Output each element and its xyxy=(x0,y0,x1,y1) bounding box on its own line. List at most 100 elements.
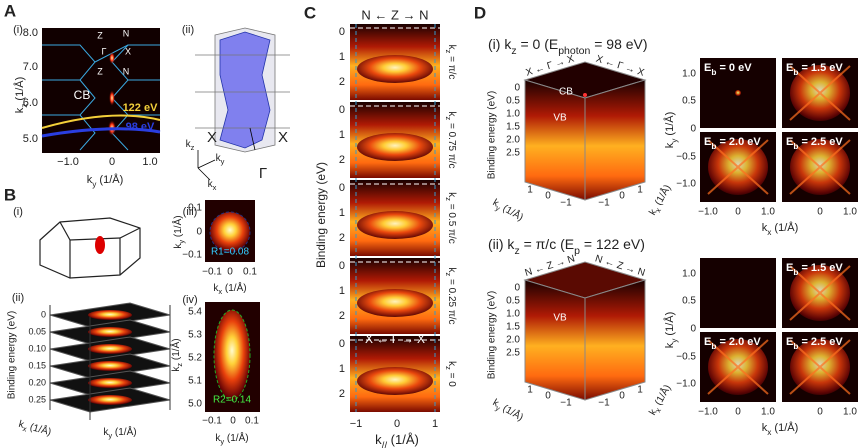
tick-label: 2.0 xyxy=(506,135,520,146)
map-label: Eb = 2.5 eV xyxy=(786,336,843,351)
subscript: z xyxy=(444,116,453,120)
axis-label: kx xyxy=(208,179,217,193)
subscript: y xyxy=(494,204,502,214)
tick-label: 7.0 xyxy=(23,61,38,73)
bz-point: N xyxy=(123,66,130,76)
tick-label: 1.0 xyxy=(506,309,520,320)
text-part: k xyxy=(446,111,457,117)
tick-label: 0 xyxy=(41,309,46,319)
tick-label: −1.0 xyxy=(57,156,79,168)
subscript: b xyxy=(711,342,716,351)
tick-label: 0 xyxy=(545,391,551,402)
section-title: (i) kz = 0 (Ephoton = 98 eV) xyxy=(488,36,648,57)
tick-label: 1.0 xyxy=(506,109,520,120)
tick-label: −0.5 xyxy=(676,152,696,163)
axis-label: Binding energy (eV) xyxy=(487,91,498,179)
tick-label: 2 xyxy=(339,232,345,244)
text-part: k xyxy=(186,139,192,150)
subscript: y xyxy=(220,437,224,446)
band-feature xyxy=(357,211,433,239)
text-part: (1/Å) xyxy=(26,419,53,438)
subscript: x xyxy=(654,406,664,414)
text-part: k xyxy=(375,432,382,447)
text-part: = 0 (E xyxy=(517,36,559,52)
tick-label: 1 xyxy=(637,185,643,196)
text-part: (1/Å) xyxy=(663,112,676,139)
text-part: = 2.5 eV xyxy=(798,336,843,348)
cube-right xyxy=(584,79,646,201)
tick-label: 1.0 xyxy=(761,207,775,218)
subscript: y xyxy=(494,404,502,414)
kz-label: kz = 0 xyxy=(444,361,458,387)
map-lines xyxy=(789,265,851,321)
axis-label: kx (1/Å) xyxy=(645,382,675,419)
tick-label: 1 xyxy=(527,385,533,396)
text-part: (1/Å) xyxy=(663,312,676,339)
panel-a-art xyxy=(41,28,161,153)
bz-point: Γ xyxy=(259,165,267,182)
tick-label: 1 xyxy=(637,385,643,396)
tick-label: −0.1 xyxy=(202,416,222,427)
map-label: Eb = 1.5 eV xyxy=(786,262,843,277)
tick-label: 1 xyxy=(339,363,345,375)
panel-letter: C xyxy=(304,3,316,22)
kz-label: kz = 0.75 π/c xyxy=(444,111,458,168)
slice-spot xyxy=(88,327,132,337)
tick-label: −1 xyxy=(350,418,363,430)
energy-label: 122 eV xyxy=(123,102,159,114)
slice-spot xyxy=(88,378,132,388)
tick-label: 2 xyxy=(339,310,345,322)
tick-label: 1.0 xyxy=(142,156,157,168)
text-part: k xyxy=(647,407,660,418)
path-label: X ← Γ → X xyxy=(365,332,425,346)
axis-label: kx (1/Å) xyxy=(762,221,799,237)
axis-label: Binding energy (eV) xyxy=(314,162,328,268)
text-part: = 122 eV) xyxy=(580,236,645,252)
tick-label: −1.0 xyxy=(698,407,718,418)
tick-label: 2.0 xyxy=(506,335,520,346)
text-part: = π/c (E xyxy=(520,236,574,252)
subscript: y xyxy=(92,180,97,189)
text-part: E xyxy=(786,336,793,348)
text-part: = π/c xyxy=(446,53,457,79)
label: (i) xyxy=(13,24,23,36)
tick-label: 0 xyxy=(339,182,345,194)
map-lines xyxy=(789,339,851,395)
text-part: (ii) k xyxy=(488,236,515,252)
tick-label: −1 xyxy=(598,398,610,409)
text-part: E xyxy=(786,262,793,274)
text-part: (i) k xyxy=(488,36,512,52)
slice-spot xyxy=(88,361,132,371)
text-part: E xyxy=(704,136,711,148)
tick-label: −1.0 xyxy=(698,207,718,218)
tick-label: 0 xyxy=(619,191,625,202)
text-part: (1/Å) xyxy=(112,425,136,438)
text-part: k xyxy=(208,179,214,190)
tick-label: 0.15 xyxy=(28,360,46,370)
subscript: z xyxy=(444,197,453,201)
text-part: k xyxy=(446,361,457,367)
band-feature xyxy=(357,55,433,83)
radius-label: R2=0.14 xyxy=(213,395,252,406)
label: (iii) xyxy=(183,206,198,218)
subscript: b xyxy=(711,142,716,151)
tick-label: 1.0 xyxy=(761,407,775,418)
axis-label: ky (1/Å) xyxy=(489,395,526,425)
text-part: k xyxy=(762,222,768,234)
band-feature xyxy=(357,133,433,161)
tick-label: 0 xyxy=(817,207,823,218)
tick-label: 5.1 xyxy=(188,376,202,387)
slice-spot xyxy=(88,395,132,405)
axis-label: kz (1/Å) xyxy=(13,77,29,114)
text-part: k xyxy=(491,197,502,210)
text-part: k xyxy=(171,366,182,372)
text-part: k xyxy=(215,433,221,444)
axis-label: ky (1/Å) xyxy=(103,425,136,441)
text-part: = 0.5 π/c xyxy=(446,201,457,244)
tick-label: 1 xyxy=(432,418,438,430)
text-part: E xyxy=(704,62,711,74)
subscript: z xyxy=(444,272,453,276)
text-part: = 0.75 π/c xyxy=(446,120,457,168)
subscript: z xyxy=(444,50,453,54)
subscript: y xyxy=(221,157,225,166)
